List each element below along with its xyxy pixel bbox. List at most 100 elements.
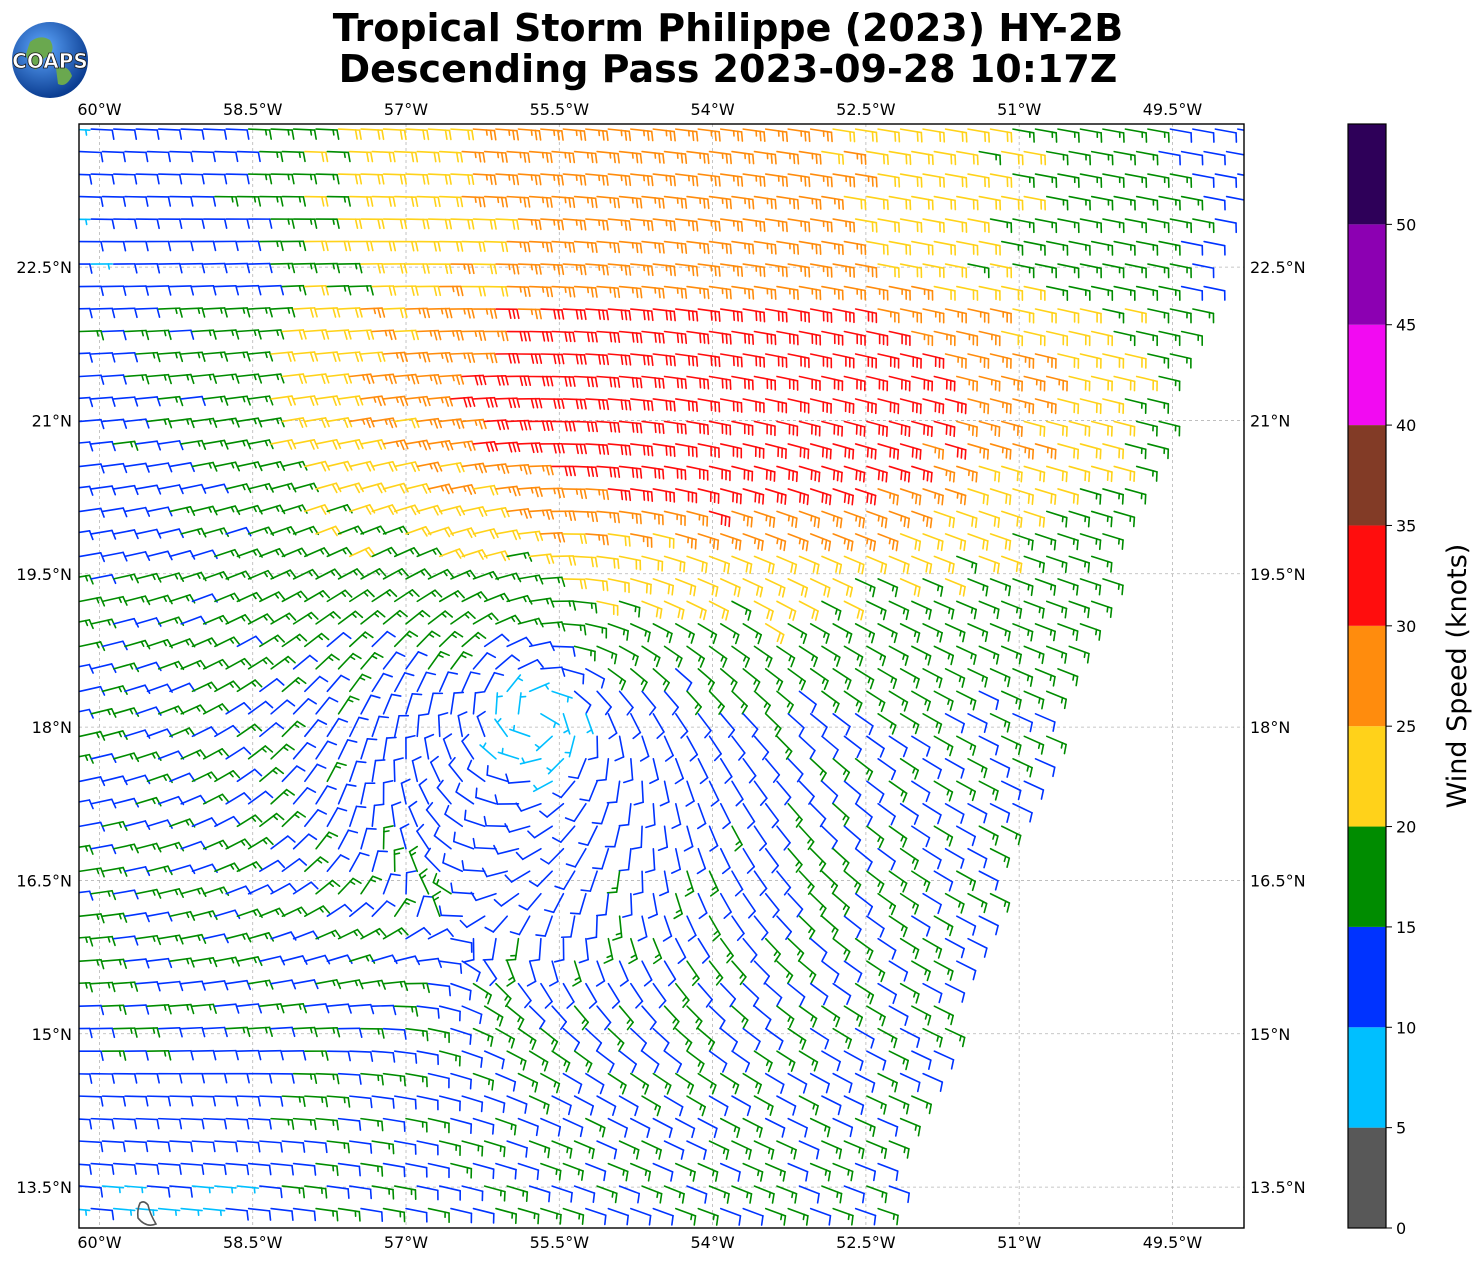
wind-barb bbox=[866, 465, 888, 483]
wind-barb bbox=[292, 395, 319, 407]
wind-barb bbox=[326, 674, 350, 693]
wind-barb bbox=[798, 915, 816, 940]
wind-barb bbox=[787, 668, 806, 691]
wind-barb bbox=[933, 690, 954, 711]
wind-barb bbox=[832, 173, 856, 188]
wind-barb bbox=[101, 1185, 125, 1194]
wind-barb bbox=[450, 128, 475, 141]
wind-barb bbox=[270, 439, 297, 450]
wind-barb bbox=[427, 396, 454, 407]
wind-barb bbox=[618, 510, 642, 525]
wind-barb bbox=[292, 568, 320, 580]
wind-barb bbox=[630, 533, 653, 548]
wind-barb bbox=[978, 240, 1001, 256]
colorbar-tick-label: 15 bbox=[1396, 918, 1416, 937]
wind-barb bbox=[630, 218, 654, 232]
wind-barb bbox=[564, 802, 587, 823]
wind-barb bbox=[292, 173, 318, 185]
wind-barb bbox=[337, 1072, 362, 1085]
wind-barb bbox=[315, 1072, 340, 1085]
wind-barb bbox=[405, 1027, 429, 1042]
wind-barb bbox=[832, 263, 855, 278]
wind-barb bbox=[596, 510, 620, 524]
wind-barb bbox=[719, 308, 743, 323]
wind-barb bbox=[214, 150, 239, 163]
wind-barb bbox=[281, 373, 308, 385]
wind-barb bbox=[776, 465, 798, 483]
wind-barb bbox=[899, 533, 922, 552]
wind-barb bbox=[1034, 668, 1056, 687]
wind-barb bbox=[337, 829, 359, 850]
wind-barb bbox=[202, 839, 230, 850]
colorbar-title: Wind Speed (knots) bbox=[1442, 544, 1473, 809]
wind-barb bbox=[1079, 533, 1102, 551]
wind-barb bbox=[630, 1027, 647, 1052]
wind-barb bbox=[562, 1027, 581, 1052]
wind-barb bbox=[809, 1207, 832, 1226]
wind-barb bbox=[843, 195, 867, 211]
wind-barb bbox=[534, 735, 553, 752]
wind-barb bbox=[393, 461, 420, 473]
wind-barb bbox=[191, 771, 218, 783]
wind-barb bbox=[573, 285, 598, 298]
wind-barb bbox=[798, 375, 821, 392]
wind-barb bbox=[427, 1072, 450, 1089]
wind-barb bbox=[135, 981, 161, 992]
wind-barb bbox=[101, 730, 128, 740]
wind-barb bbox=[708, 1050, 728, 1073]
map-axis-ticks: 60°W60°W58.5°W58.5°W57°W57°W55.5°W55.5°W… bbox=[16, 100, 1305, 1252]
wind-barb bbox=[450, 263, 475, 275]
wind-barb bbox=[540, 621, 566, 632]
wind-barb bbox=[292, 833, 318, 850]
wind-barb bbox=[483, 592, 511, 603]
wind-barb bbox=[371, 1004, 397, 1016]
wind-barb bbox=[708, 915, 721, 942]
wind-barb bbox=[147, 1231, 168, 1238]
wind-barb bbox=[405, 483, 432, 494]
wind-barb bbox=[1068, 465, 1091, 483]
wind-barb bbox=[877, 128, 901, 143]
wind-barb bbox=[742, 668, 761, 692]
wind-barb bbox=[551, 150, 576, 164]
wind-barb bbox=[202, 1162, 227, 1176]
wind-barb bbox=[652, 533, 675, 549]
wind-barb bbox=[192, 1231, 213, 1238]
wind-barb bbox=[304, 150, 329, 163]
wind-barb bbox=[742, 443, 765, 459]
lat-tick-label-right: 13.5°N bbox=[1250, 1178, 1306, 1197]
wind-barb bbox=[1180, 285, 1204, 301]
wind-barb bbox=[135, 440, 162, 451]
wind-barb bbox=[776, 645, 796, 668]
wind-barb bbox=[843, 420, 866, 437]
wind-barb bbox=[79, 890, 94, 901]
wind-barb bbox=[202, 395, 229, 406]
wind-barb bbox=[337, 128, 362, 141]
wind-barb bbox=[697, 1072, 717, 1095]
wind-barb bbox=[776, 915, 793, 941]
wind-barb bbox=[798, 1185, 820, 1204]
wind-barb bbox=[832, 982, 852, 1005]
wind-barb bbox=[349, 589, 375, 603]
wind-barb bbox=[1057, 308, 1080, 324]
wind-barb bbox=[731, 285, 755, 300]
wind-barb bbox=[495, 485, 521, 497]
wind-barb bbox=[753, 915, 769, 941]
wind-barb bbox=[79, 150, 104, 163]
wind-barb bbox=[270, 218, 295, 229]
wind-barb bbox=[585, 623, 608, 639]
wind-barb bbox=[596, 240, 621, 254]
wind-barb bbox=[292, 482, 319, 493]
wind-barb bbox=[157, 262, 183, 274]
wind-barb bbox=[259, 1185, 283, 1199]
wind-barb bbox=[944, 578, 966, 597]
wind-barb bbox=[517, 218, 542, 231]
wind-barb bbox=[427, 483, 454, 495]
wind-barb bbox=[472, 173, 497, 186]
wind-barb bbox=[1102, 173, 1125, 189]
wind-barb bbox=[349, 1003, 375, 1015]
wind-barb bbox=[956, 510, 978, 529]
wind-barb bbox=[1045, 690, 1068, 710]
wind-barb bbox=[371, 504, 398, 515]
wind-barb bbox=[697, 1162, 719, 1182]
wind-barb bbox=[652, 128, 676, 142]
